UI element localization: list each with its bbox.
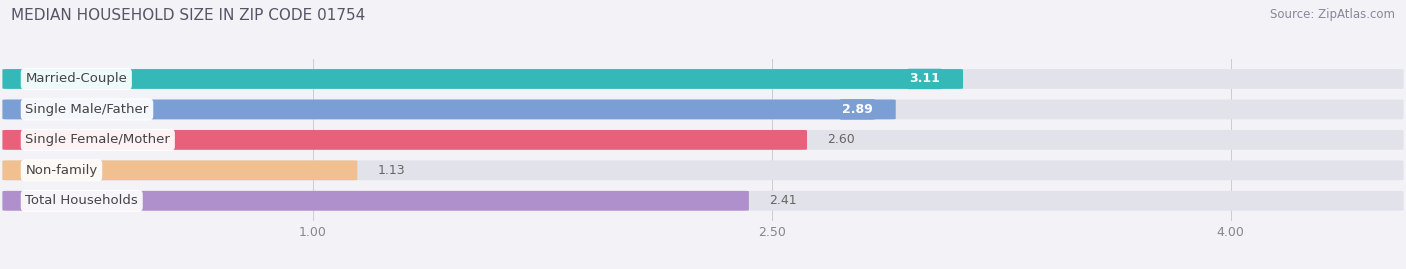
Text: 2.89: 2.89 (842, 103, 873, 116)
Text: 1.13: 1.13 (377, 164, 405, 177)
FancyBboxPatch shape (3, 100, 1403, 119)
Text: Single Female/Mother: Single Female/Mother (25, 133, 170, 146)
FancyBboxPatch shape (3, 191, 1403, 211)
FancyBboxPatch shape (3, 130, 1403, 150)
Text: 3.11: 3.11 (910, 72, 941, 86)
Text: Total Households: Total Households (25, 194, 138, 207)
FancyBboxPatch shape (3, 160, 1403, 180)
Text: Source: ZipAtlas.com: Source: ZipAtlas.com (1270, 8, 1395, 21)
Text: 2.41: 2.41 (769, 194, 796, 207)
FancyBboxPatch shape (3, 160, 357, 180)
Text: 2.60: 2.60 (827, 133, 855, 146)
Text: Single Male/Father: Single Male/Father (25, 103, 149, 116)
Text: Non-family: Non-family (25, 164, 97, 177)
Text: Married-Couple: Married-Couple (25, 72, 128, 86)
FancyBboxPatch shape (3, 130, 807, 150)
FancyBboxPatch shape (3, 191, 749, 211)
FancyBboxPatch shape (3, 100, 896, 119)
FancyBboxPatch shape (3, 69, 963, 89)
FancyBboxPatch shape (3, 69, 1403, 89)
Text: MEDIAN HOUSEHOLD SIZE IN ZIP CODE 01754: MEDIAN HOUSEHOLD SIZE IN ZIP CODE 01754 (11, 8, 366, 23)
